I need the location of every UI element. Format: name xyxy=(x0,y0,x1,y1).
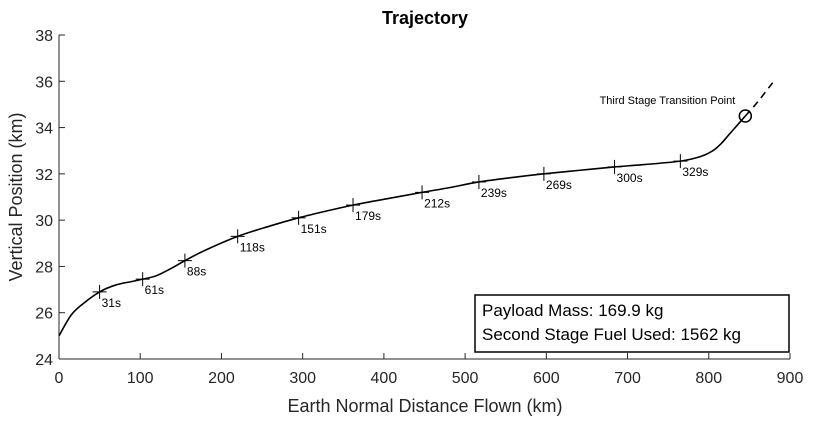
y-tick-label: 28 xyxy=(35,259,53,276)
y-axis-label: Vertical Position (km) xyxy=(6,112,26,281)
payload-mass-text: Payload Mass: 169.9 kg xyxy=(482,301,663,320)
series-layer xyxy=(58,80,775,337)
time-marker-label: 179s xyxy=(355,209,381,223)
time-marker-label: 212s xyxy=(424,196,450,210)
x-tick-label: 600 xyxy=(533,370,560,387)
x-tick-label: 100 xyxy=(127,370,154,387)
transition-point-group: Third Stage Transition Point xyxy=(600,95,753,123)
y-tick-label: 38 xyxy=(35,28,53,45)
time-marker-label: 329s xyxy=(682,165,708,179)
time-marker-label: 61s xyxy=(145,283,164,297)
time-marker-label: 118s xyxy=(240,240,265,254)
fuel-used-text: Second Stage Fuel Used: 1562 kg xyxy=(482,325,741,344)
transition-point-marker xyxy=(738,109,753,123)
trajectory-line xyxy=(58,115,746,337)
trajectory-extension-dashed xyxy=(744,80,775,117)
time-marker-label: 269s xyxy=(546,178,572,192)
info-box: Payload Mass: 169.9 kg Second Stage Fuel… xyxy=(474,294,790,353)
y-tick-label: 34 xyxy=(35,121,53,138)
time-marker-label: 88s xyxy=(187,265,206,279)
time-marker-label: 151s xyxy=(301,222,327,236)
time-marker-label: 31s xyxy=(102,296,121,310)
info-box-frame xyxy=(474,294,790,353)
x-tick-label: 800 xyxy=(695,370,722,387)
x-tick-label: 400 xyxy=(371,370,398,387)
x-ticks: 0 100 200 300 400 500 600 700 800 900 xyxy=(55,353,804,387)
time-markers: 31s 61s 88s 118s 151s 179s 212s 239s 269s 300s 329… xyxy=(92,154,708,310)
y-tick-label: 36 xyxy=(35,74,53,91)
x-tick-label: 700 xyxy=(614,370,641,387)
x-tick-label: 0 xyxy=(55,370,64,387)
x-tick-label: 300 xyxy=(289,370,316,387)
time-marker-label: 300s xyxy=(617,171,643,185)
y-ticks: 24 26 28 30 32 34 36 38 xyxy=(35,28,65,369)
y-tick-label: 30 xyxy=(35,213,53,230)
x-axis-label: Earth Normal Distance Flown (km) xyxy=(287,396,562,416)
x-tick-label: 900 xyxy=(777,370,804,387)
chart-title: Trajectory xyxy=(382,8,468,28)
x-tick-label: 500 xyxy=(452,370,479,387)
transition-point-label: Third Stage Transition Point xyxy=(600,95,736,107)
plot-area: 0 100 200 300 400 500 600 700 800 900 24 26 28 30 32 3… xyxy=(35,28,803,387)
y-tick-label: 32 xyxy=(35,167,53,184)
x-tick-label: 200 xyxy=(208,370,235,387)
y-tick-label: 24 xyxy=(35,352,53,369)
y-tick-label: 26 xyxy=(35,306,53,323)
time-marker-label: 239s xyxy=(481,186,507,200)
